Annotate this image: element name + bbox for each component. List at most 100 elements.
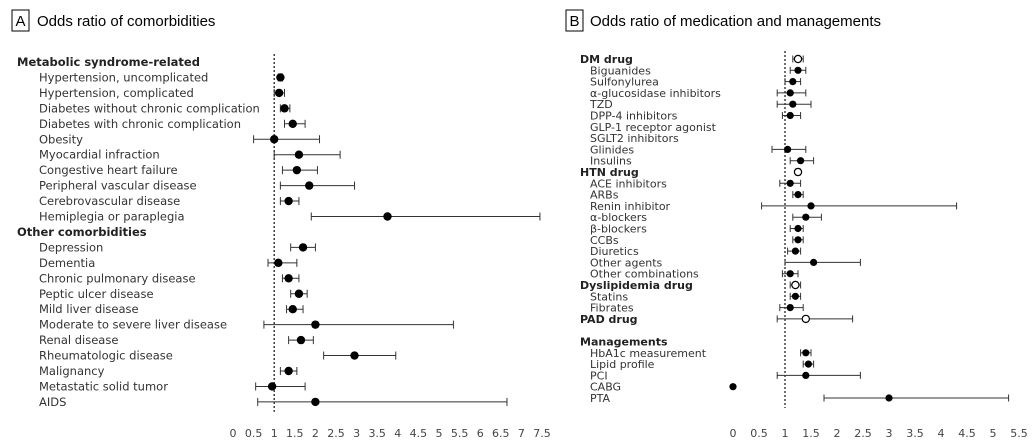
row-label: PCI xyxy=(590,369,608,382)
row-label: Hypertension, uncomplicated xyxy=(39,70,208,84)
row: Moderate to severe liver disease xyxy=(39,318,454,332)
x-tick-label: 2.5 xyxy=(854,427,872,440)
row: GLP-1 receptor agonist xyxy=(590,121,717,134)
odds-ratio-marker xyxy=(729,383,737,391)
row: Rheumatologic disease xyxy=(39,349,397,363)
row-label: GLP-1 receptor agonist xyxy=(590,121,717,134)
row-label: AIDS xyxy=(39,395,66,409)
row-label: Other agents xyxy=(590,256,663,269)
row-label: ARBs xyxy=(590,189,619,202)
x-tick-label: 6 xyxy=(477,427,484,440)
x-tick-label: 3.5 xyxy=(906,427,924,440)
row-label: TZD xyxy=(589,98,613,111)
row-label: Cerebrovascular disease xyxy=(39,194,180,208)
row: Depression xyxy=(39,240,316,254)
row-label: Myocardial infraction xyxy=(39,148,160,162)
row-label: Biguanides xyxy=(590,64,651,77)
odds-ratio-marker xyxy=(802,371,810,379)
row: Diabetes with chronic complication xyxy=(39,117,306,131)
odds-ratio-marker xyxy=(294,150,304,159)
row: Biguanides xyxy=(590,64,807,77)
group-header-label: HTN drug xyxy=(580,166,639,179)
row: ARBs xyxy=(590,189,804,202)
row-label: Moderate to severe liver disease xyxy=(39,318,227,332)
x-tick-label: 5.5 xyxy=(451,427,469,440)
row-label: CABG xyxy=(590,381,621,394)
panel-letter: B xyxy=(569,13,579,30)
row: PTA xyxy=(590,392,1010,405)
x-tick-label: 4 xyxy=(394,427,401,440)
row-label: Peripheral vascular disease xyxy=(39,179,197,193)
x-tick-label: 0 xyxy=(230,427,237,440)
odds-ratio-marker xyxy=(784,145,792,153)
row: α-blockers xyxy=(590,211,822,224)
row: DPP-4 inhibitors xyxy=(590,110,802,123)
odds-ratio-marker xyxy=(270,135,279,144)
row-label: Other combinations xyxy=(590,268,699,281)
row: Dementia xyxy=(39,256,298,270)
odds-ratio-marker-open xyxy=(791,280,800,290)
odds-ratio-marker xyxy=(284,196,293,206)
odds-ratio-marker xyxy=(280,104,289,113)
odds-ratio-marker xyxy=(284,274,293,283)
row: Congestive heart failure xyxy=(39,163,318,177)
row: Obesity xyxy=(39,132,321,146)
row: PCI xyxy=(590,369,861,382)
row: Malignancy xyxy=(39,364,298,378)
x-tick-label: 2 xyxy=(834,427,841,440)
row: Other combinations xyxy=(590,268,799,281)
odds-ratio-marker xyxy=(267,382,277,391)
row-label: Peptic ulcer disease xyxy=(39,287,154,301)
row-label: Malignancy xyxy=(39,364,105,378)
row: Peripheral vascular disease xyxy=(39,179,356,193)
row-label: α-glucosidase inhibitors xyxy=(590,87,721,100)
odds-ratio-marker xyxy=(288,119,297,128)
odds-ratio-marker xyxy=(791,247,800,255)
group-header-row: HTN drug xyxy=(580,166,803,179)
group-header-row: Metabolic syndrome-related xyxy=(17,55,200,69)
row: SGLT2 inhibitors xyxy=(590,132,679,145)
odds-ratio-marker-open xyxy=(801,314,811,324)
group-header-row: Managements xyxy=(580,336,668,349)
row-label: Glinides xyxy=(590,143,634,156)
odds-ratio-marker xyxy=(296,335,306,345)
row: CABG xyxy=(590,381,737,394)
row: Sulfonylurea xyxy=(590,76,802,89)
row: Statins xyxy=(590,290,802,303)
group-header-label: Dyslipidemia drug xyxy=(580,279,693,292)
row-label: Dementia xyxy=(39,256,95,270)
row: Mild liver disease xyxy=(39,302,304,316)
group-header-label: DM drug xyxy=(580,53,633,66)
row-label: Obesity xyxy=(39,132,83,146)
odds-ratio-marker xyxy=(292,165,302,175)
x-tick-label: 5 xyxy=(436,427,443,440)
row-label: Diabetes without chronic complication xyxy=(39,101,260,115)
row: Hypertension, uncomplicated xyxy=(39,70,285,84)
odds-ratio-marker xyxy=(383,212,392,221)
row: Fibrates xyxy=(590,302,804,315)
odds-ratio-marker xyxy=(311,320,320,329)
panel-title: Odds ratio of comorbidities xyxy=(37,13,215,30)
row: α-glucosidase inhibitors xyxy=(590,87,807,100)
odds-ratio-marker xyxy=(298,243,308,252)
odds-ratio-marker xyxy=(311,397,320,407)
row: Myocardial infraction xyxy=(39,148,341,162)
row: Diuretics xyxy=(590,245,802,258)
row: Hypertension, complicated xyxy=(39,86,285,100)
row-label: ACE inhibitors xyxy=(590,177,667,190)
row-label: Congestive heart failure xyxy=(39,163,178,177)
row-label: HbA1c measurement xyxy=(590,347,707,360)
odds-ratio-marker xyxy=(802,349,810,357)
x-tick-label: 0.5 xyxy=(750,427,768,440)
x-tick-label: 1 xyxy=(271,427,278,440)
x-axis-ticks: 0 0.5 1 1.5 2 2.5 3 3.5 4 4.5 5 5.5 xyxy=(730,427,1028,440)
panel-letter: A xyxy=(15,13,25,30)
row-label: Depression xyxy=(39,240,103,254)
row: ACE inhibitors xyxy=(590,177,802,190)
row: HbA1c measurement xyxy=(590,347,812,360)
odds-ratio-marker xyxy=(350,351,359,360)
row: Peptic ulcer disease xyxy=(39,287,308,301)
row: Chronic pulmonary disease xyxy=(39,271,300,285)
row: CCBs xyxy=(590,234,804,247)
row-label: α-blockers xyxy=(590,211,647,224)
